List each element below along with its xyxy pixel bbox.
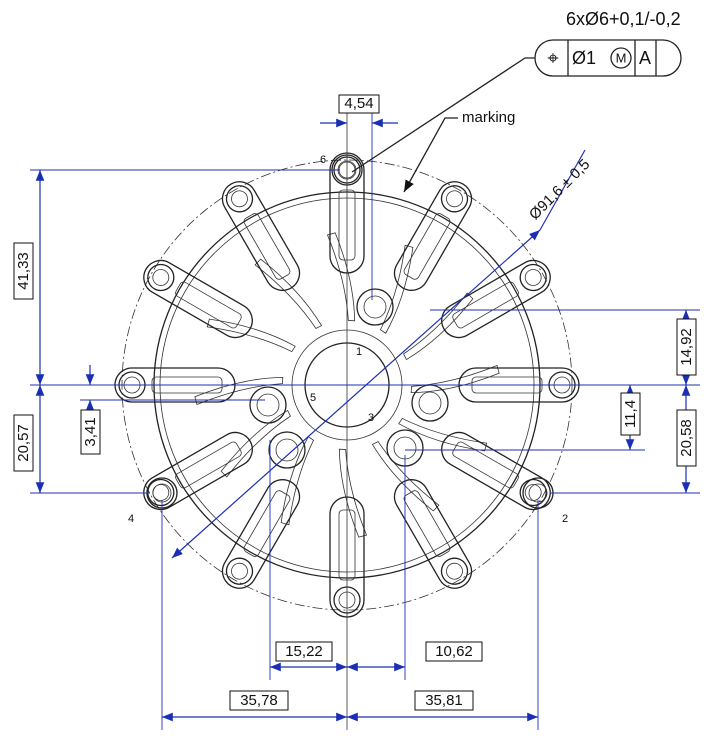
tolerance: Ø1 [572,48,596,68]
lever-slot [403,489,452,558]
hole-number: 4 [128,513,134,525]
inner-hole [412,385,448,421]
lever-arm [138,254,259,343]
inner-hole-inner [364,296,386,318]
inner-hole [269,432,305,468]
lever-slot [451,281,520,330]
lever-arm [388,176,477,297]
lever [356,395,556,560]
lever [397,368,579,453]
spring-blade [254,258,326,330]
dim-label: 11,4 [622,400,639,428]
lever-arm [388,473,477,594]
lever-arm [138,426,259,515]
position-callout: 6xØ6+0,1/-0,2 ⌖ Ø1 M A [535,9,681,76]
inner-hole-inner [419,392,441,414]
hole-number: 3 [368,412,374,424]
center-lines [120,110,600,730]
dim-label: 41,33 [15,252,32,290]
lever-arm [216,176,305,297]
dim-label: 4,54 [344,95,373,112]
modifier: M [616,50,627,65]
marking-leader [404,118,458,192]
dim-label: 35,81 [425,692,463,709]
lever [330,153,415,335]
spring-blade [194,371,284,406]
dim-label: 20,57 [15,424,32,462]
lever-arm [435,254,556,343]
lever-slot [174,441,243,490]
hole-spec: 6xØ6+0,1/-0,2 [566,9,681,29]
lever [279,435,364,617]
dim-label: 14,92 [678,328,695,366]
dim-label: Ø91,6 ± 0,5 [526,156,593,223]
lever [357,176,522,376]
dim-label: 10,62 [435,643,473,660]
hole-number: 5 [310,392,316,404]
outer-hole-inner [150,267,172,289]
outer-hole-inner [229,188,251,210]
hole-number: 1 [356,346,362,358]
spring-blade [368,440,440,512]
outer-hole-inner [229,560,251,582]
position-symbol: ⌖ [547,47,558,69]
lever [115,317,297,402]
marking-label: marking [462,109,515,126]
outer-hole-inner [522,267,544,289]
outer-hole-inner [444,560,466,582]
lever [138,210,338,375]
inner-hole-inner [276,439,298,461]
spring-blade [326,232,361,322]
spring-blade [402,292,474,364]
hole-number: 6 [320,154,326,166]
hole-number: 2 [562,513,568,525]
dim-label: 15,22 [285,643,323,660]
technical-drawing: 4,54 Ø91,6 ± 0,5 41,33 20,57 3,41 14,92 … [0,0,707,736]
lever [172,394,337,594]
dim-label: 35,78 [240,692,278,709]
spring-blade [410,364,500,399]
datum: A [639,48,651,68]
lever-slot [243,212,292,281]
inner-hole [250,387,286,423]
outer-hole-inner [444,188,466,210]
spring-blade [333,448,368,538]
dim-label: 20,58 [678,419,695,457]
inner-hole-inner [257,394,279,416]
inner-hole [357,289,393,325]
mounting-hole-inner [153,484,171,502]
dim-label: 3,41 [82,417,99,446]
lever-arm [216,473,305,594]
